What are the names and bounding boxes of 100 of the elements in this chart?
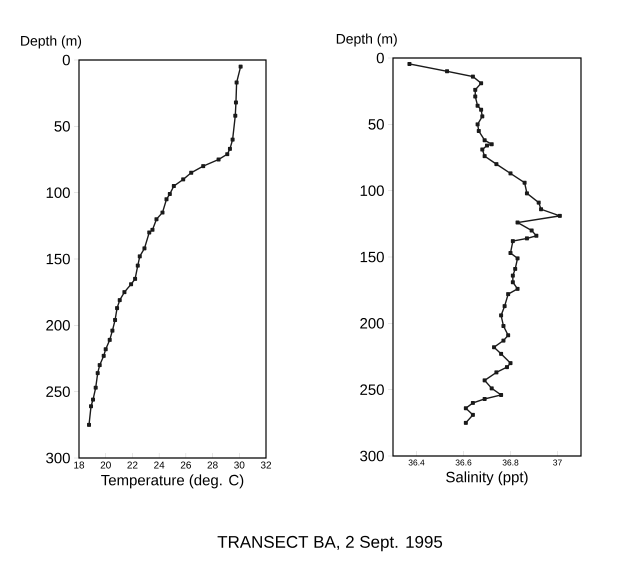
point <box>89 404 94 408</box>
y-tick-label: 100 <box>46 187 70 198</box>
y-tick-label: 50 <box>54 121 70 132</box>
point <box>502 304 507 308</box>
point <box>480 148 484 152</box>
point <box>108 338 112 342</box>
point <box>470 400 475 405</box>
y-tick-label: 250 <box>46 386 70 397</box>
point <box>534 234 538 238</box>
y-tick-label: 50 <box>368 119 384 130</box>
point <box>510 239 515 244</box>
y-tick-label: 150 <box>46 254 70 264</box>
point <box>479 108 484 112</box>
point <box>181 177 186 182</box>
point <box>499 392 504 397</box>
point <box>91 398 96 402</box>
point <box>492 345 496 350</box>
point <box>104 347 108 352</box>
point <box>225 152 230 156</box>
x-tick-label: 26 <box>180 462 191 469</box>
point <box>150 228 154 232</box>
point <box>513 266 518 271</box>
point <box>494 370 498 374</box>
point <box>115 306 120 310</box>
point <box>524 236 529 240</box>
point <box>482 396 487 401</box>
point <box>482 138 487 142</box>
point <box>508 251 512 256</box>
point <box>122 290 126 294</box>
point <box>118 298 122 302</box>
point <box>522 180 527 185</box>
point <box>168 192 172 196</box>
y-tick-label: 0 <box>62 54 70 66</box>
y-tick-label: 300 <box>360 450 384 462</box>
x-tick-label: 20 <box>100 462 111 469</box>
point <box>87 422 92 427</box>
point <box>201 164 206 168</box>
point <box>94 386 98 390</box>
x-tick-label: 32 <box>260 462 272 469</box>
y-tick-label: 200 <box>46 320 70 331</box>
point <box>113 318 118 322</box>
x-tick-label: 36.6 <box>456 460 472 466</box>
point <box>501 324 506 328</box>
point <box>238 64 243 69</box>
y-tick-label: 0 <box>376 52 384 64</box>
point <box>524 191 529 196</box>
point <box>129 282 134 286</box>
point <box>473 88 478 92</box>
point <box>96 371 100 376</box>
x-axis-title: Salinity (ppt) <box>446 471 528 486</box>
point <box>470 74 475 79</box>
point <box>110 328 114 333</box>
x-tick-label: 30 <box>234 462 244 469</box>
point <box>230 138 235 142</box>
point <box>136 264 140 268</box>
point <box>138 254 142 258</box>
text: TRANSECT BA, 2 Sept. 1995 <box>218 536 442 552</box>
point <box>233 114 238 118</box>
y-tick-label: 200 <box>360 318 384 329</box>
y-tick-label: 300 <box>46 452 70 464</box>
point <box>479 81 484 86</box>
point <box>464 406 468 410</box>
point <box>510 280 515 284</box>
x-tick-label: 18 <box>74 462 84 469</box>
point <box>142 246 146 250</box>
x-tick-label: 37 <box>553 460 562 466</box>
point <box>154 217 158 222</box>
point <box>228 146 232 151</box>
y-tick-label: 100 <box>360 185 384 196</box>
point <box>164 197 168 202</box>
point <box>494 162 498 166</box>
point <box>476 128 481 133</box>
point <box>530 228 534 232</box>
point <box>480 114 484 118</box>
point <box>160 210 164 215</box>
point <box>464 420 468 425</box>
y-tick-label: 150 <box>360 252 384 262</box>
y-tick-label: 250 <box>360 384 384 395</box>
point <box>485 144 489 148</box>
point <box>558 214 562 218</box>
x-tick-label: 24 <box>154 462 164 468</box>
point <box>490 142 494 146</box>
point <box>516 256 520 260</box>
point <box>98 363 102 368</box>
point <box>504 365 509 370</box>
x-tick-label: 22 <box>127 462 138 468</box>
point <box>147 230 152 234</box>
point <box>216 158 221 162</box>
point <box>516 286 520 291</box>
point <box>470 412 475 417</box>
point <box>407 62 412 66</box>
point <box>490 386 494 390</box>
point <box>539 207 544 212</box>
point <box>536 200 541 205</box>
x-tick-label: 28 <box>208 462 218 469</box>
point <box>482 378 487 382</box>
point <box>189 170 194 175</box>
point <box>234 100 238 104</box>
point <box>102 354 106 358</box>
x-tick-label: 36.4 <box>408 460 424 466</box>
